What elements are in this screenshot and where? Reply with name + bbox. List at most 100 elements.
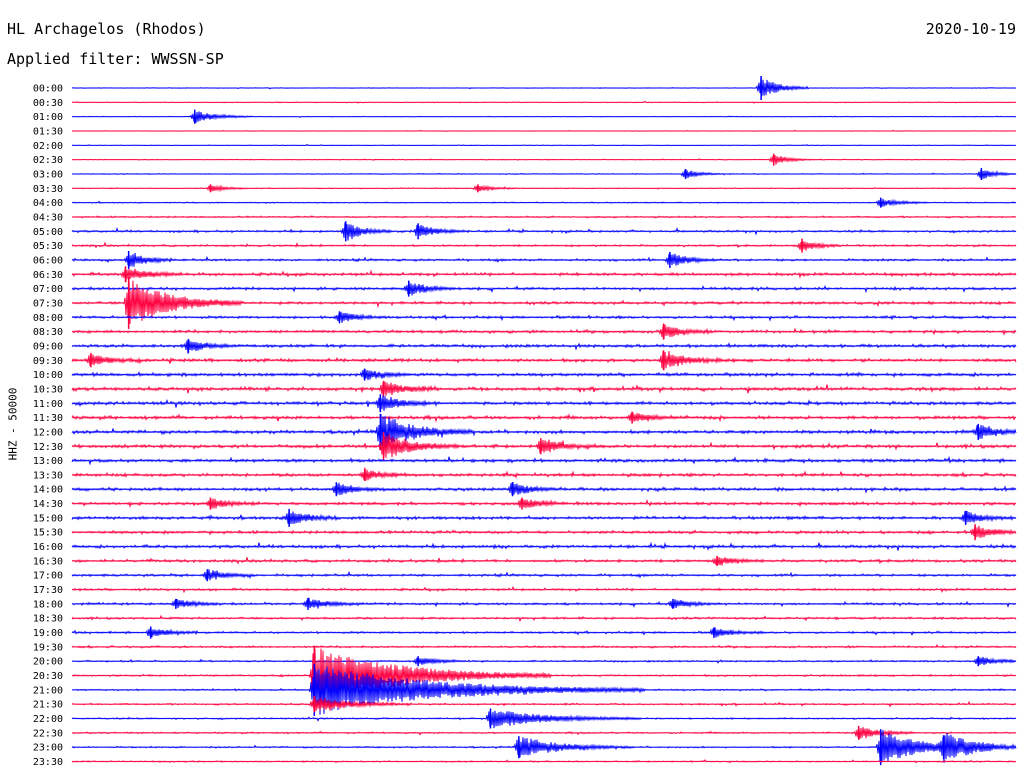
row-label-1030: 10:30 <box>33 384 63 395</box>
trace-row-1600 <box>71 541 1017 551</box>
row-label-1500: 15:00 <box>33 513 63 524</box>
trace-row-0300 <box>71 169 1017 179</box>
trace-row-1530 <box>71 524 1017 538</box>
row-label-0800: 08:00 <box>33 313 63 324</box>
row-label-1930: 19:30 <box>33 642 63 653</box>
row-label-0700: 07:00 <box>33 284 63 295</box>
row-label-0630: 06:30 <box>33 270 63 281</box>
row-label-2130: 21:30 <box>33 700 63 711</box>
trace-row-1800 <box>71 597 1017 609</box>
trace-row-1230 <box>71 433 1017 458</box>
row-label-1000: 10:00 <box>33 370 63 381</box>
trace-row-1830 <box>71 614 1017 623</box>
trace-row-0530 <box>71 241 1017 253</box>
row-label-1700: 17:00 <box>33 571 63 582</box>
row-label-0200: 02:00 <box>33 141 63 152</box>
trace-row-1900 <box>71 627 1017 638</box>
trace-row-0330 <box>71 184 1017 193</box>
trace-row-1300 <box>71 455 1017 466</box>
trace-row-1930 <box>71 643 1017 649</box>
row-label-0530: 05:30 <box>33 241 63 252</box>
trace-row-0200 <box>71 143 1017 147</box>
row-label-0000: 00:00 <box>33 84 63 95</box>
trace-row-0800 <box>71 311 1017 323</box>
seismic-traces <box>71 76 1017 766</box>
row-label-0100: 01:00 <box>33 112 63 123</box>
trace-row-0900 <box>71 340 1017 354</box>
row-label-0400: 04:00 <box>33 198 63 209</box>
row-label-2330: 23:30 <box>33 757 63 768</box>
trace-row-2130 <box>71 697 1017 712</box>
row-label-2000: 20:00 <box>33 657 63 668</box>
trace-row-0230 <box>71 155 1017 165</box>
row-label-0930: 09:30 <box>33 356 63 367</box>
row-label-0130: 01:30 <box>33 126 63 137</box>
row-label-0600: 06:00 <box>33 255 63 266</box>
trace-row-0830 <box>71 324 1017 339</box>
row-label-0300: 03:00 <box>33 169 63 180</box>
row-label-1300: 13:00 <box>33 456 63 467</box>
row-label-2100: 21:00 <box>33 685 63 696</box>
row-label-1830: 18:30 <box>33 614 63 625</box>
row-label-1530: 15:30 <box>33 528 63 539</box>
applied-filter: Applied filter: WWSSN-SP <box>7 50 224 68</box>
trace-row-0100 <box>71 111 1017 123</box>
row-label-1200: 12:00 <box>33 427 63 438</box>
trace-row-0430 <box>71 215 1017 219</box>
row-label-1600: 16:00 <box>33 542 63 553</box>
trace-row-1330 <box>71 467 1017 481</box>
row-label-1800: 18:00 <box>33 599 63 610</box>
trace-row-1730 <box>71 585 1017 594</box>
row-label-0830: 08:30 <box>33 327 63 338</box>
record-date: 2020-10-19 <box>925 20 1016 38</box>
row-label-1730: 17:30 <box>33 585 63 596</box>
row-label-1100: 11:00 <box>33 399 63 410</box>
row-label-1230: 12:30 <box>33 442 63 453</box>
trace-row-0630 <box>71 268 1017 282</box>
row-label-2300: 23:00 <box>33 743 63 754</box>
trace-row-1030 <box>71 381 1017 396</box>
trace-row-0930 <box>71 351 1017 370</box>
trace-row-2330 <box>71 759 1017 764</box>
row-label-0030: 00:30 <box>33 98 63 109</box>
row-time-labels: 00:00 00:30 01:00 01:30 02:00 02:30 03:00 03:30… <box>33 84 63 769</box>
trace-row-2030 <box>71 648 1017 704</box>
trace-row-2200 <box>71 710 1017 729</box>
trace-row-1400 <box>71 482 1017 496</box>
row-label-0430: 04:30 <box>33 212 63 223</box>
row-label-1130: 11:30 <box>33 413 63 424</box>
trace-row-0500 <box>71 222 1017 241</box>
trace-row-2100 <box>71 666 1017 715</box>
row-label-1330: 13:30 <box>33 470 63 481</box>
trace-row-0130 <box>71 129 1017 132</box>
trace-row-2230 <box>71 727 1017 739</box>
trace-row-2300 <box>71 729 1017 763</box>
trace-row-0000 <box>71 77 1017 96</box>
row-label-2030: 20:30 <box>33 671 63 682</box>
trace-row-0030 <box>71 100 1017 104</box>
row-label-0330: 03:30 <box>33 184 63 195</box>
trace-row-1700 <box>71 569 1017 581</box>
row-label-0900: 09:00 <box>33 341 63 352</box>
row-label-2200: 22:00 <box>33 714 63 725</box>
trace-row-1630 <box>71 556 1017 566</box>
row-label-2230: 22:30 <box>33 728 63 739</box>
trace-row-1000 <box>71 369 1017 381</box>
row-label-1630: 16:30 <box>33 556 63 567</box>
row-label-1430: 14:30 <box>33 499 63 510</box>
trace-row-2000 <box>71 656 1017 666</box>
trace-row-1100 <box>71 395 1017 411</box>
trace-row-0400 <box>71 198 1017 207</box>
trace-row-0730 <box>71 278 1017 324</box>
row-label-1900: 19:00 <box>33 628 63 639</box>
trace-row-1200 <box>71 414 1017 447</box>
trace-row-1500 <box>71 510 1017 525</box>
trace-row-1130 <box>71 412 1017 423</box>
trace-row-1430 <box>71 498 1017 509</box>
trace-row-0600 <box>71 252 1017 267</box>
trace-row-0700 <box>71 281 1017 296</box>
row-label-0500: 05:00 <box>33 227 63 238</box>
row-label-1400: 14:00 <box>33 485 63 496</box>
row-label-0230: 02:30 <box>33 155 63 166</box>
